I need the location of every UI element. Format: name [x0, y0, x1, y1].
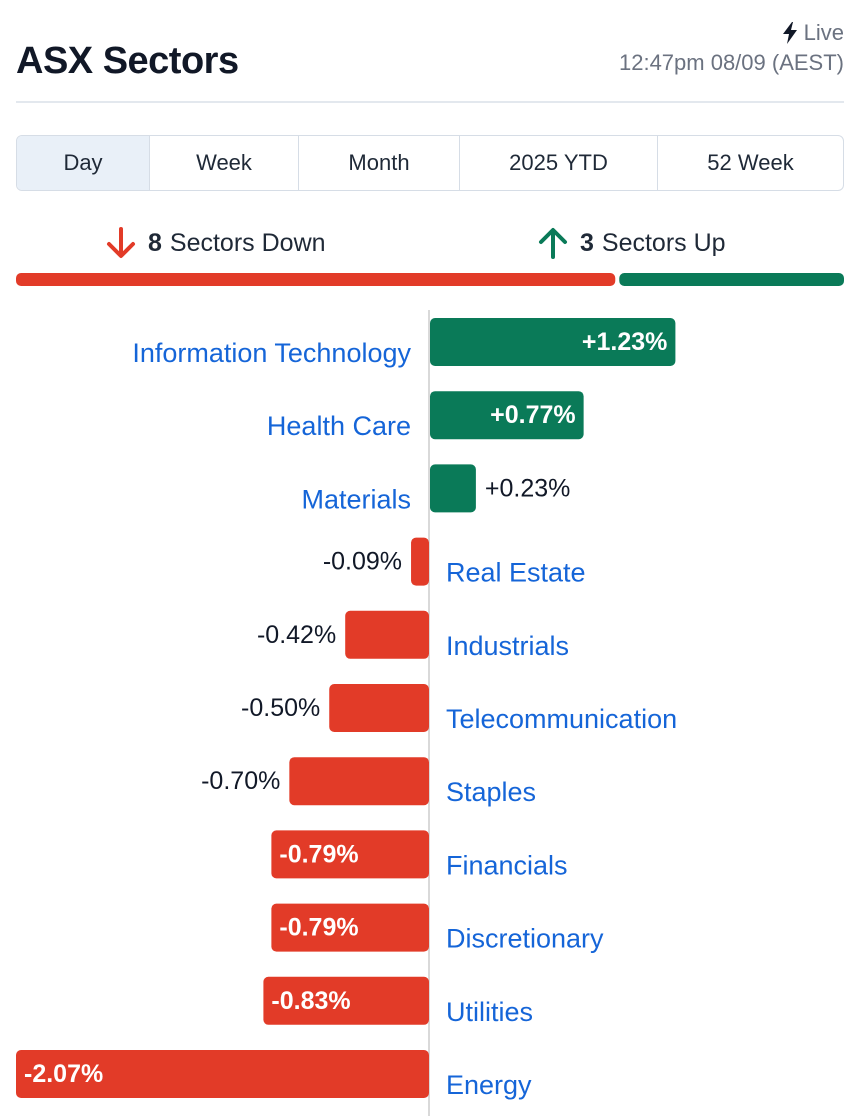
tab-week[interactable]: Week [150, 136, 299, 190]
bar [289, 757, 429, 806]
tab-label: Day [63, 150, 103, 175]
sector-link[interactable]: Materials [301, 484, 411, 514]
sectors-down-label: Sectors Down [169, 228, 326, 257]
lightning-icon [782, 22, 797, 44]
bar-value-label: -0.79% [279, 914, 358, 942]
ratio-bar-down [16, 273, 616, 286]
sector-bar-chart: +1.23% Information Technology +0.77% Health… [16, 310, 677, 1116]
bar-value-label: -0.50% [241, 694, 320, 722]
bar [271, 903, 429, 952]
ratio-bar-up [619, 273, 844, 286]
sector-summary: 8 Sectors Down 3 Sectors Up [16, 218, 844, 268]
sector-link[interactable]: Telecommunication [446, 704, 677, 734]
bar [271, 830, 429, 879]
sector-link[interactable]: Information Technology [132, 338, 411, 368]
bar [430, 464, 476, 513]
sectors-up-count: 3 [580, 228, 594, 257]
bar [16, 1050, 429, 1098]
sector-link[interactable]: Staples [446, 777, 536, 807]
tab-month[interactable]: Month [299, 136, 460, 190]
tab-label: Week [196, 150, 252, 175]
sectors-up-label: Sectors Up [601, 228, 726, 257]
sector-ratio-bar [16, 273, 844, 286]
bar-value-label: -0.83% [271, 987, 350, 1015]
arrow-up-icon [539, 228, 567, 259]
bar [411, 537, 429, 586]
divider [16, 101, 844, 103]
sector-link[interactable]: Health Care [267, 411, 411, 441]
bar [345, 610, 429, 659]
tab-day[interactable]: Day [17, 136, 150, 190]
live-indicator: Live [782, 20, 844, 46]
tab-label: 52 Week [707, 150, 794, 175]
tab-label: 2025 YTD [509, 150, 608, 175]
sector-link[interactable]: Discretionary [446, 924, 604, 954]
sector-link[interactable]: Energy [446, 1070, 532, 1100]
bar-value-label: -0.42% [257, 621, 336, 649]
sectors-up-summary: 3 Sectors Up [536, 226, 726, 260]
timestamp: 12:47pm 08/09 (AEST) [618, 50, 844, 75]
bar-value-label: +0.77% [490, 401, 576, 429]
bar-value-label: -0.79% [279, 840, 358, 868]
live-label: Live [803, 20, 844, 45]
sectors-down-count: 8 [148, 228, 162, 257]
period-tabs: Day Week Month 2025 YTD 52 Week [16, 135, 844, 191]
bar-value-label: -0.09% [323, 548, 402, 576]
bar [430, 391, 584, 440]
bar-value-label: -2.07% [24, 1060, 103, 1088]
sector-link[interactable]: Real Estate [446, 558, 586, 588]
tab-52-week[interactable]: 52 Week [658, 136, 843, 190]
arrow-down-icon [107, 227, 135, 258]
tab-2025-ytd[interactable]: 2025 YTD [460, 136, 658, 190]
bar [329, 684, 429, 732]
sectors-down-summary: 8 Sectors Down [104, 226, 326, 260]
bar-value-label: +1.23% [582, 328, 668, 356]
header: ASX Sectors Live 12:47pm 08/09 (AEST) [16, 0, 844, 102]
bar [263, 976, 429, 1025]
bar-value-label: -0.70% [201, 767, 280, 795]
sector-link[interactable]: Financials [446, 850, 568, 880]
sector-link[interactable]: Utilities [446, 997, 533, 1027]
bar-value-label: +0.23% [485, 474, 571, 502]
page-title: ASX Sectors [16, 40, 239, 82]
bar [430, 318, 676, 366]
sector-link[interactable]: Industrials [446, 631, 569, 661]
tab-label: Month [348, 150, 410, 175]
